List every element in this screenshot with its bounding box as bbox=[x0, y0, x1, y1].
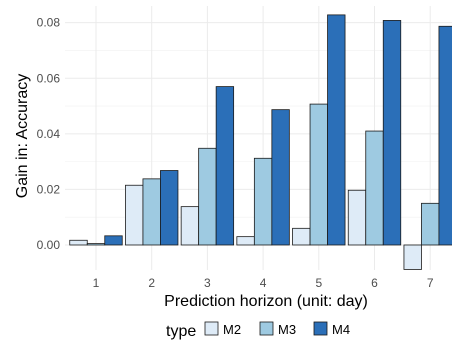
y-tick-label: 0.04 bbox=[37, 127, 61, 141]
legend-label-m4: M4 bbox=[332, 322, 350, 337]
bar-m4-3 bbox=[215, 86, 235, 246]
bar-m4-2 bbox=[160, 170, 179, 246]
legend: type M2 M3 M4 bbox=[166, 321, 350, 340]
bar-m2-5 bbox=[292, 227, 311, 246]
bar-m4-5 bbox=[327, 14, 346, 246]
y-tick-label: 0.08 bbox=[37, 16, 61, 30]
legend-title: type bbox=[166, 323, 196, 340]
bar-m4-7 bbox=[438, 25, 452, 246]
bar-m2-4 bbox=[236, 236, 255, 246]
bar-m3-1 bbox=[86, 243, 106, 246]
bar-m2-2 bbox=[125, 184, 144, 246]
legend-key-m4 bbox=[313, 321, 328, 336]
bar-m3-3 bbox=[198, 147, 217, 246]
x-tick-label: 5 bbox=[315, 276, 322, 290]
y-tick-label: 0.02 bbox=[37, 182, 61, 196]
bar-m2-1 bbox=[69, 239, 88, 246]
bar-m3-7 bbox=[421, 202, 440, 246]
bar-m2-7 bbox=[403, 244, 422, 270]
x-tick-labels: 1 2 3 4 5 6 7 bbox=[93, 276, 434, 290]
legend-label-m3: M3 bbox=[278, 322, 296, 337]
bar-m4-4 bbox=[271, 109, 290, 246]
bar-m3-2 bbox=[142, 178, 161, 246]
bar-m3-5 bbox=[309, 103, 328, 246]
y-tick-labels: 0.00 0.02 0.04 0.06 0.08 bbox=[37, 16, 61, 252]
x-tick-label: 1 bbox=[93, 276, 100, 290]
bar-m2-3 bbox=[180, 206, 200, 246]
x-tick-label: 4 bbox=[260, 276, 267, 290]
bar-m4-1 bbox=[104, 235, 123, 246]
bar-m2-6 bbox=[347, 189, 367, 246]
bars bbox=[69, 14, 452, 270]
legend-key-m2 bbox=[204, 321, 219, 336]
bar-m3-6 bbox=[365, 130, 384, 246]
x-tick-label: 6 bbox=[371, 276, 378, 290]
x-tick-label: 2 bbox=[148, 276, 155, 290]
x-tick-label: 7 bbox=[427, 276, 434, 290]
legend-key-m3 bbox=[259, 321, 274, 336]
bar-m3-4 bbox=[253, 157, 273, 246]
y-axis-title: Gain in: Accuracy bbox=[14, 74, 31, 199]
y-tick-label: 0.00 bbox=[37, 238, 61, 252]
x-tick-label: 3 bbox=[204, 276, 211, 290]
legend-label-m2: M2 bbox=[223, 322, 241, 337]
bar-m4-6 bbox=[382, 20, 402, 246]
x-axis-title: Prediction horizon (unit: day) bbox=[164, 293, 368, 310]
y-tick-label: 0.06 bbox=[37, 71, 61, 85]
